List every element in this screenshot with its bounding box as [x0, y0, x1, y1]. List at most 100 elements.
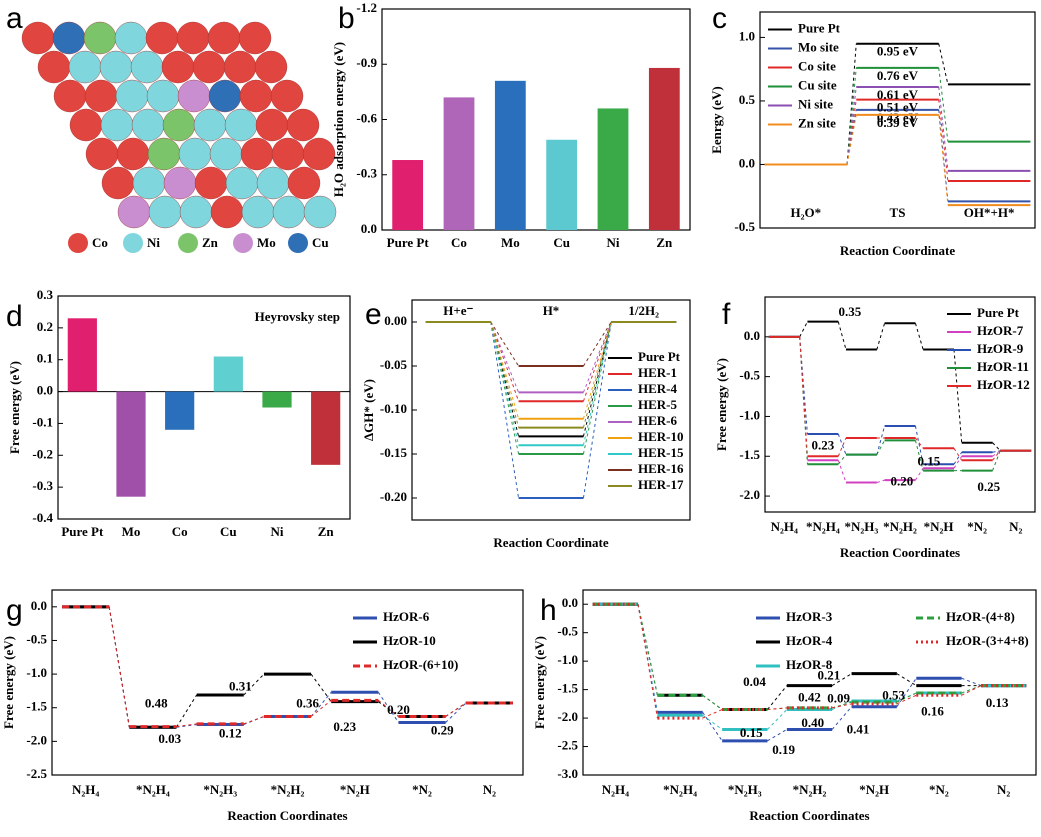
legend-label: HER-15 — [638, 445, 684, 460]
panel-letter: d — [6, 300, 23, 333]
connector — [953, 455, 963, 469]
connector — [490, 321, 520, 419]
legend-label: HER-4 — [638, 381, 678, 396]
connector — [938, 43, 949, 85]
atom — [271, 137, 305, 171]
atom — [52, 21, 86, 55]
legend-label: HzOR-6 — [383, 609, 430, 624]
state-label: N₂H₄ — [771, 519, 798, 534]
annotation: 0.23 — [811, 438, 834, 453]
atom — [146, 79, 180, 113]
y-axis-label: H₂O adsorption energy (eV) — [331, 42, 346, 197]
connector — [992, 450, 1001, 457]
atom-legend-swatch — [68, 233, 88, 253]
y-tick-label: -2.0 — [26, 732, 47, 747]
x-axis-label: Reaction Coordinate — [493, 535, 608, 550]
annotation: 0.20 — [891, 474, 914, 489]
y-tick-label: -0.15 — [380, 445, 408, 460]
legend-label: HzOR-(4+8) — [946, 609, 1015, 624]
atom — [254, 50, 288, 84]
connector — [915, 467, 924, 481]
y-tick-label: 0.0 — [739, 155, 755, 170]
annotation: 0.12 — [219, 726, 242, 741]
connector — [490, 321, 520, 428]
annotation: 0.29 — [431, 722, 454, 737]
panel-letter: f — [722, 298, 731, 331]
plot-frame — [57, 295, 351, 520]
state-label: *N₂H — [859, 782, 889, 797]
connector — [702, 714, 723, 730]
y-tick-label: -0.10 — [380, 401, 407, 416]
y-tick-label: 0.0 — [361, 221, 377, 236]
atom — [100, 108, 134, 142]
connector — [490, 321, 520, 455]
connector — [582, 321, 612, 402]
x-tick-label: Zn — [318, 524, 335, 539]
bar — [546, 139, 578, 230]
connector — [876, 479, 885, 484]
x-tick-label: Mo — [122, 524, 141, 539]
connector — [702, 694, 723, 710]
connector — [938, 67, 949, 142]
atom — [37, 50, 71, 84]
legend-label: Cu site — [798, 77, 837, 92]
connector — [938, 86, 949, 171]
connector — [310, 699, 332, 717]
state-label: H* — [543, 303, 560, 318]
state-label: *N₂H₃ — [203, 782, 237, 797]
y-tick-label: -0.5 — [739, 368, 760, 383]
x-tick-label: Ni — [607, 235, 620, 250]
atom — [101, 166, 135, 200]
atom — [209, 137, 243, 171]
connector — [961, 685, 982, 696]
y-tick-label: -0.4 — [32, 510, 53, 525]
atom — [177, 79, 211, 113]
plot-frame — [759, 11, 1036, 229]
connector — [953, 448, 963, 461]
annotation: 0.53 — [882, 687, 905, 702]
connector — [831, 706, 852, 730]
connector — [310, 691, 332, 717]
atom-legend-swatch — [288, 233, 308, 253]
y-tick-label: 0.0 — [37, 383, 53, 398]
y-axis-label: ΔGH* (eV) — [361, 379, 376, 441]
annotation: 0.31 — [229, 679, 252, 694]
connector — [767, 729, 788, 742]
atom — [241, 195, 275, 229]
connector — [992, 450, 1001, 453]
connector — [108, 606, 130, 727]
x-axis-label: Reaction Coordinates — [749, 808, 869, 823]
bar — [648, 67, 680, 230]
y-tick-label: -2.5 — [26, 766, 47, 781]
connector — [837, 433, 847, 455]
y-tick-label: -1.0 — [557, 652, 578, 667]
state-label: 1/2H₂ — [628, 303, 659, 318]
plot-frame — [582, 589, 1037, 776]
connector — [583, 321, 612, 367]
legend-label: Pure Pt — [798, 20, 841, 35]
state-label: N₂ — [483, 782, 496, 797]
y-tick-label: -0.3 — [356, 166, 377, 181]
atom — [240, 137, 274, 171]
connector — [582, 321, 612, 437]
connector — [377, 691, 399, 723]
x-tick-label: Co — [172, 524, 188, 539]
atom — [130, 50, 164, 84]
y-axis-label: Eenrgy (eV) — [709, 86, 724, 154]
atom-legend-swatch — [178, 233, 198, 253]
state-label: TS — [890, 205, 906, 220]
connector — [846, 86, 857, 165]
panel-letter: b — [338, 2, 355, 35]
bar — [494, 80, 526, 230]
x-axis-label: Reaction Coordinate — [840, 243, 955, 258]
state-label: *N₂H₄ — [136, 782, 170, 797]
annotation: 0.42 — [798, 690, 821, 705]
x-tick-label: Cu — [220, 524, 237, 539]
annotation: 0.41 — [847, 722, 870, 737]
y-axis-label: Free energy (eV) — [7, 361, 22, 454]
atom — [114, 21, 148, 55]
annotation: 0.48 — [145, 695, 168, 710]
y-axis-label: Free energy (eV) — [532, 636, 547, 729]
x-tick-label: Pure Pt — [61, 524, 104, 539]
